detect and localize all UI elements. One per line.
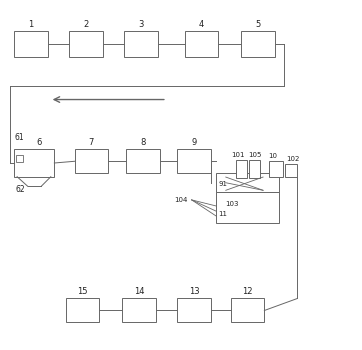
Text: 12: 12 (242, 287, 253, 296)
Bar (66, 299, 100, 322)
Bar (126, 149, 160, 173)
Text: 103: 103 (225, 201, 239, 207)
Bar (241, 31, 275, 57)
Bar (285, 164, 297, 177)
Bar (13, 149, 54, 177)
Bar (216, 173, 278, 192)
Bar (231, 299, 264, 322)
Text: 11: 11 (218, 211, 227, 217)
Text: 105: 105 (248, 152, 261, 158)
Text: 10: 10 (268, 153, 277, 159)
Text: 15: 15 (77, 287, 88, 296)
Bar (122, 299, 156, 322)
Bar (269, 161, 283, 177)
Bar (185, 31, 218, 57)
Text: 13: 13 (189, 287, 199, 296)
Text: 14: 14 (134, 287, 144, 296)
Bar (75, 149, 108, 173)
Bar (216, 192, 278, 223)
Text: 1: 1 (29, 20, 34, 29)
Bar (177, 149, 211, 173)
Bar (14, 31, 48, 57)
Text: 9: 9 (191, 138, 197, 147)
Text: 2: 2 (84, 20, 89, 29)
Text: 3: 3 (138, 20, 144, 29)
Text: 102: 102 (286, 156, 300, 162)
Text: 6: 6 (37, 138, 42, 147)
Bar (124, 31, 158, 57)
Bar (69, 31, 103, 57)
Bar (177, 299, 211, 322)
Text: 62: 62 (15, 185, 25, 194)
Text: 8: 8 (140, 138, 146, 147)
Text: 7: 7 (89, 138, 94, 147)
Bar (16, 155, 23, 162)
Text: 5: 5 (256, 20, 261, 29)
Text: 4: 4 (199, 20, 204, 29)
Text: 101: 101 (231, 152, 244, 158)
Bar (249, 160, 260, 178)
Bar (236, 160, 247, 178)
Text: 91: 91 (218, 181, 227, 187)
Text: 104: 104 (174, 197, 187, 203)
Text: 61: 61 (14, 133, 24, 142)
